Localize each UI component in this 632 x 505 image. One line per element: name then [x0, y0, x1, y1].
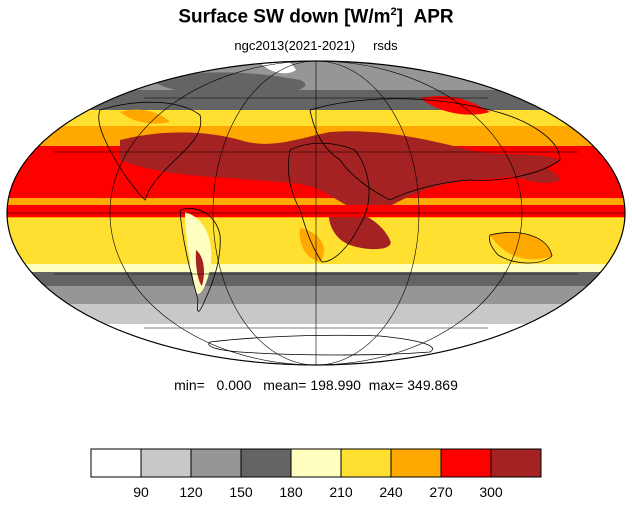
colorbar-label: 300 [479, 484, 503, 500]
stats-min-label: min= [174, 377, 205, 393]
colorbar-swatch [340, 448, 392, 478]
colorbar-swatch [190, 448, 242, 478]
stats-line: min= 0.000 mean= 198.990 max= 349.869 [0, 377, 632, 393]
stats-max-label: max= [368, 377, 404, 393]
colorbar-label: 270 [429, 484, 453, 500]
colorbar-label: 180 [279, 484, 303, 500]
plot-subtitle: ngc2013(2021-2021) rsds [0, 38, 632, 53]
colorbar-swatch [490, 448, 542, 478]
colorbar-label: 210 [329, 484, 353, 500]
subtitle-experiment: ngc2013(2021-2021) [234, 38, 356, 53]
stats-mean-value: 198.990 [310, 377, 361, 393]
colorbar-label: 150 [229, 484, 253, 500]
plot-title: Surface SW down [W/m2] APR [0, 6, 632, 28]
colorbar-swatch [290, 448, 342, 478]
colorbar-swatch [140, 448, 192, 478]
title-month: APR [413, 6, 454, 28]
colorbar-swatch [390, 448, 442, 478]
title-text: Surface SW down [W/m [178, 6, 391, 28]
colorbar-swatch [240, 448, 292, 478]
graticule [7, 60, 625, 366]
colorbar-swatch [90, 448, 142, 478]
colorbar-label: 120 [179, 484, 203, 500]
colorbar-label: 90 [133, 484, 149, 500]
coastlines [98, 98, 561, 356]
colorbar-label: 240 [379, 484, 403, 500]
stats-min-value: 0.000 [216, 377, 252, 393]
subtitle-variable: rsds [373, 38, 398, 53]
colorbar-swatch [440, 448, 492, 478]
title-bracket: ] [396, 6, 403, 28]
title-exponent: 2 [390, 6, 397, 18]
stats-max-value: 349.869 [407, 377, 458, 393]
world-map [6, 60, 626, 366]
stats-mean-label: mean= [263, 377, 307, 393]
